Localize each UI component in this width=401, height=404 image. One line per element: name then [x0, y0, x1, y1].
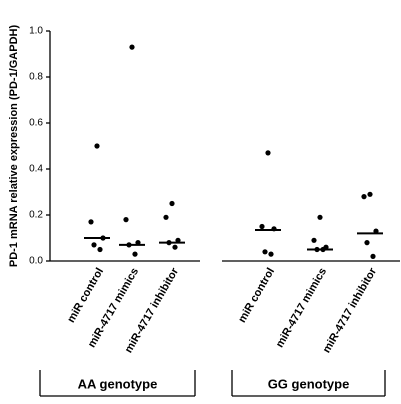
data-point	[311, 237, 317, 243]
group-label: GG genotype	[268, 376, 350, 391]
data-point	[367, 191, 373, 197]
data-point	[262, 249, 268, 255]
data-point	[172, 244, 178, 250]
y-tick-label: 0.6	[29, 118, 43, 129]
data-point	[129, 44, 135, 50]
data-point	[364, 240, 370, 246]
data-point	[88, 219, 94, 225]
x-tick-label: miR control	[236, 266, 277, 325]
data-point	[175, 237, 181, 243]
data-point	[361, 194, 367, 200]
data-point	[268, 251, 274, 257]
data-point	[97, 246, 103, 253]
y-axis-label: PD-1 mRNA relative expression (PD-1/GAPD…	[8, 25, 20, 268]
data-point	[265, 150, 271, 156]
y-tick-label: 1.0	[29, 26, 43, 37]
y-tick-label: 0.8	[29, 72, 43, 83]
y-tick-label: 0.0	[29, 256, 43, 267]
y-tick-label: 0.4	[29, 164, 43, 175]
data-point	[370, 253, 376, 259]
data-point	[132, 251, 138, 257]
y-tick-label: 0.2	[29, 210, 43, 221]
x-tick-label: miR-4717 mimics	[274, 266, 329, 350]
group-label: AA genotype	[78, 376, 158, 391]
x-tick-label: miR-4717 inhibitor	[321, 265, 380, 355]
data-point	[259, 223, 265, 230]
data-point	[123, 217, 129, 223]
data-point	[169, 200, 175, 207]
x-tick-label: miR control	[65, 266, 106, 325]
data-point	[91, 242, 97, 248]
data-point	[317, 214, 323, 220]
data-point	[94, 143, 100, 149]
data-point	[163, 214, 169, 220]
